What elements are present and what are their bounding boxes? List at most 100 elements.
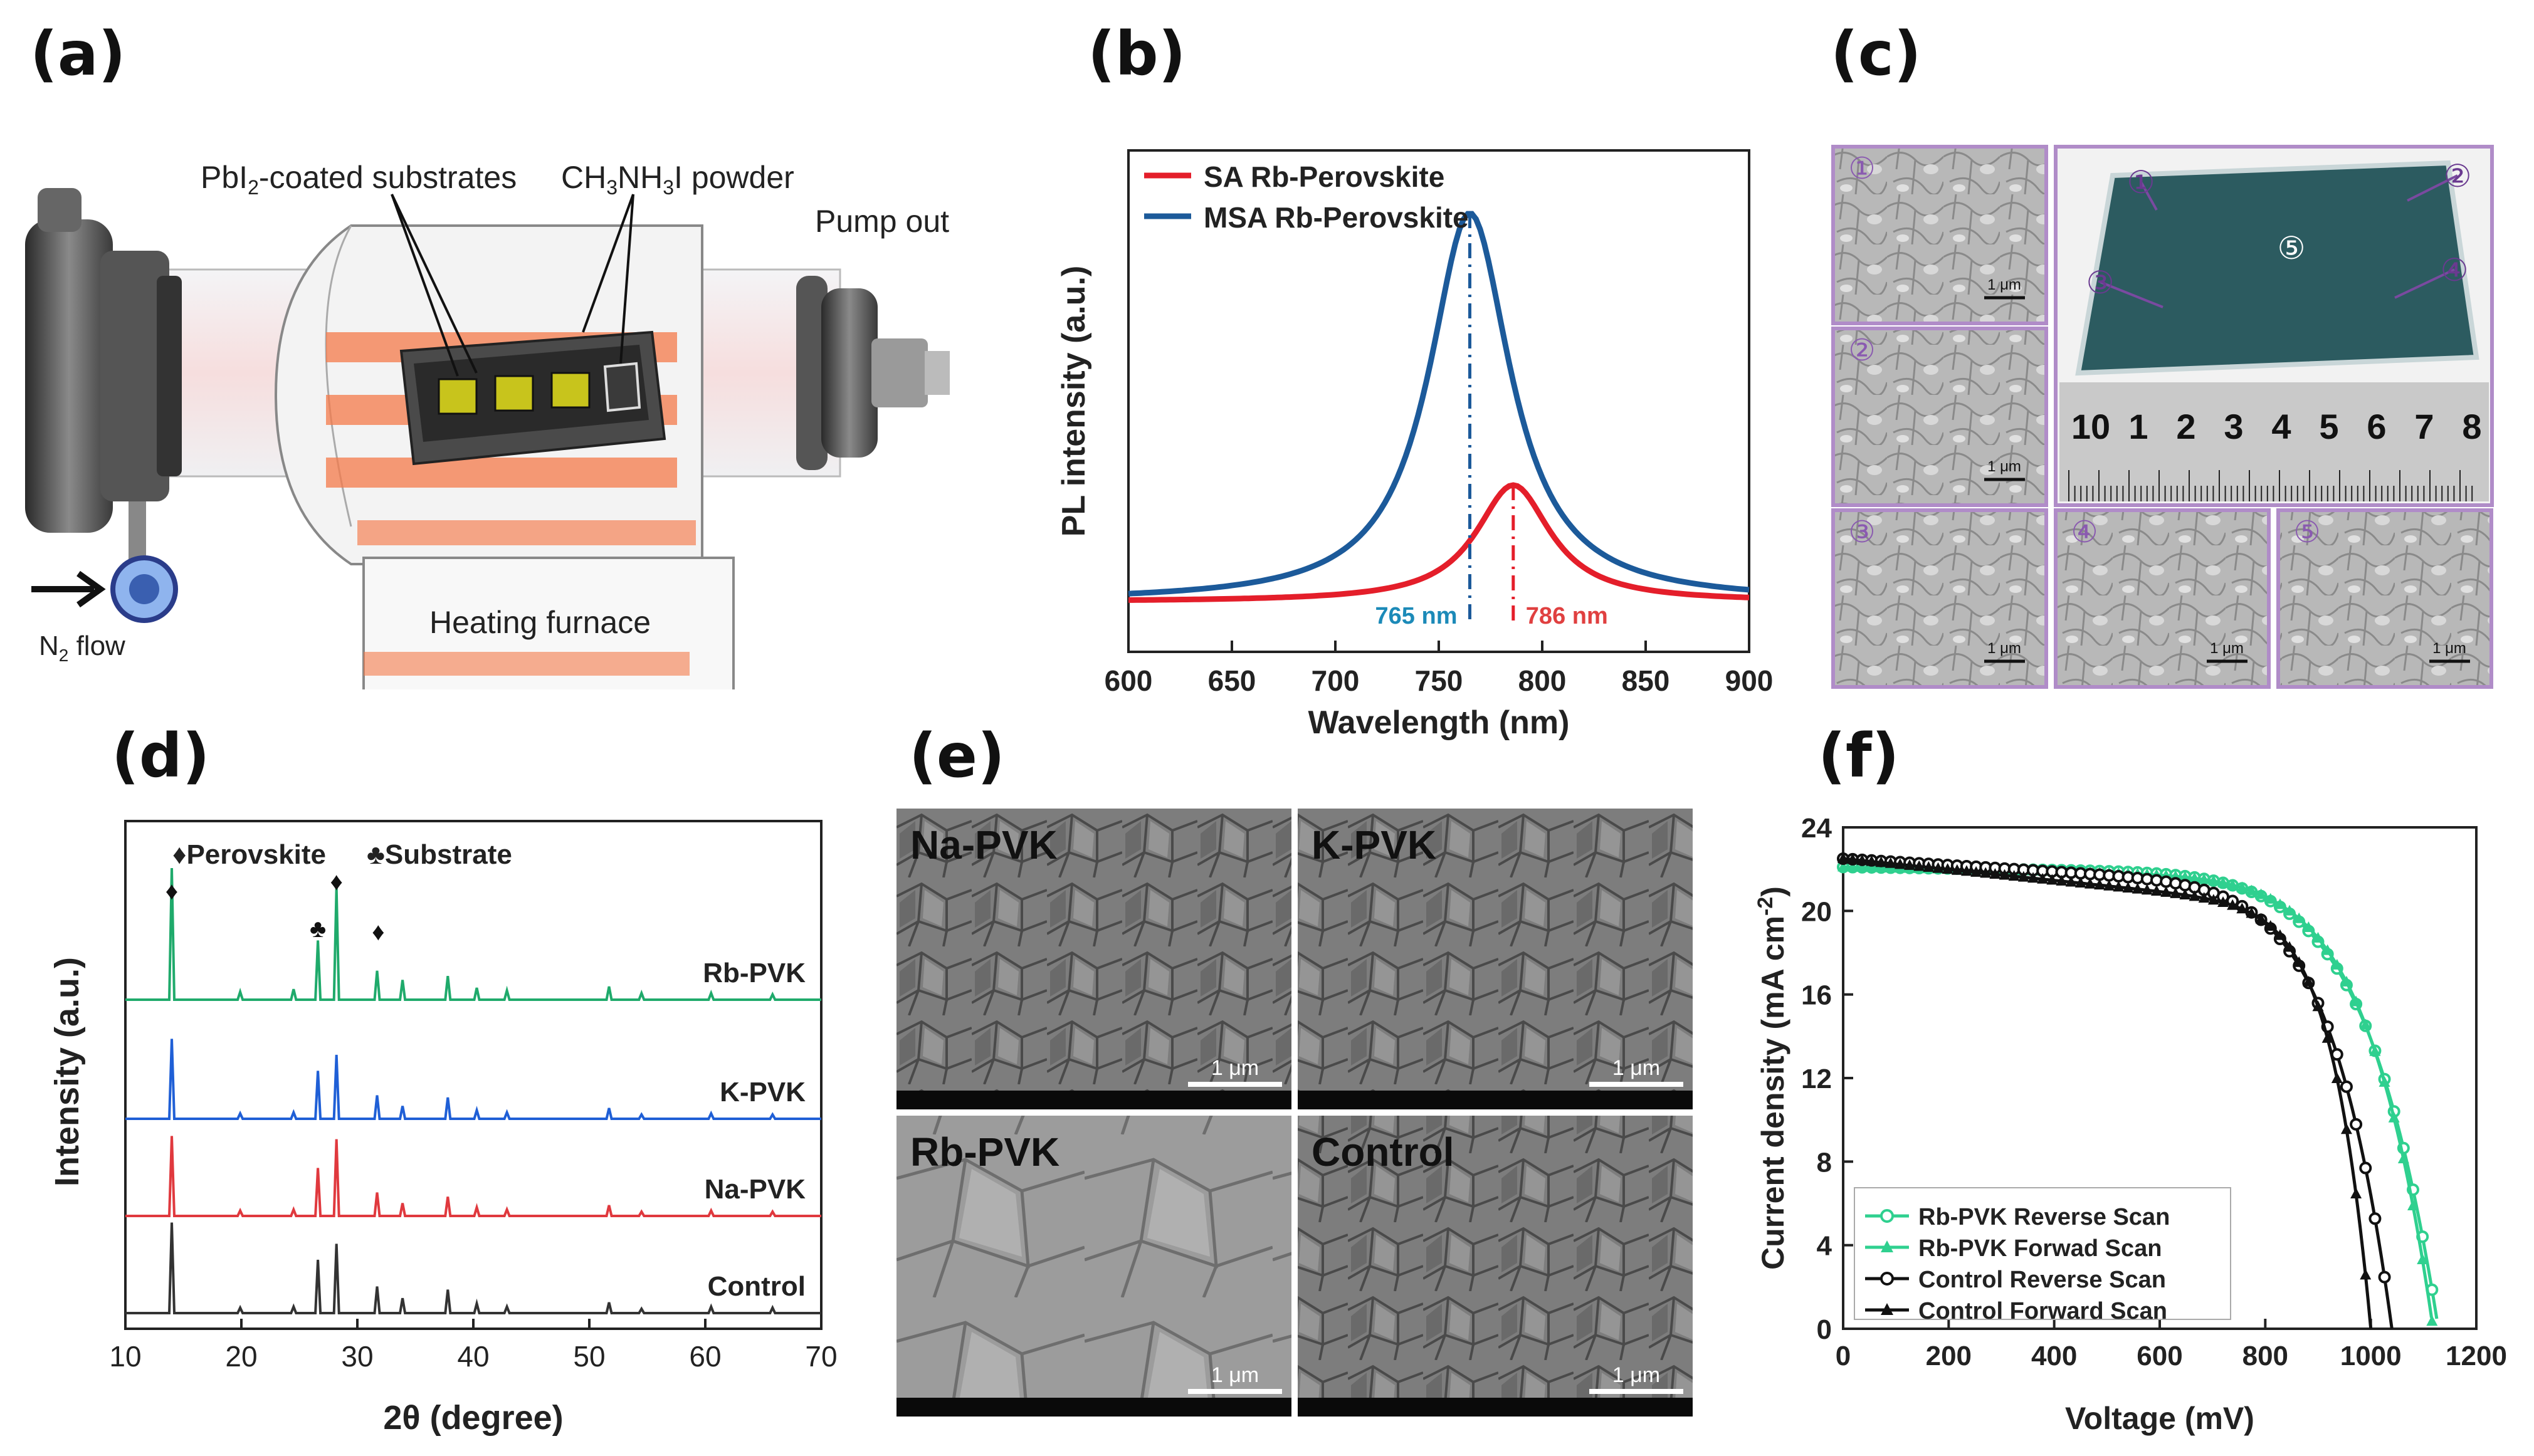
scale-label: 1 μm bbox=[1987, 276, 2021, 293]
jv-point bbox=[2084, 877, 2096, 889]
jv-point bbox=[1866, 855, 1878, 866]
jv-point bbox=[2179, 871, 2191, 882]
jv-point bbox=[2293, 912, 2305, 923]
jv-point bbox=[2255, 888, 2267, 899]
label-powder: CH3NH3I powder bbox=[561, 160, 794, 199]
sem-tile-5: ⑤ 1 μm bbox=[2276, 508, 2493, 689]
jv-point bbox=[2303, 975, 2315, 987]
jv-point bbox=[2360, 1019, 2372, 1030]
jv-point bbox=[2150, 885, 2162, 896]
jv-point bbox=[2264, 919, 2276, 931]
panel-c-sem-mosaic: ① 1 μm ② 1 μm ③ 1 μm ④ 1 μm ⑤ 1 μm 10 1 2 3 4 5 6 7 8 ① ② ③ ④ ⑤ bbox=[1831, 145, 2494, 689]
chart-f-ytick-label: 20 bbox=[1801, 896, 1832, 927]
jv-point bbox=[2340, 975, 2352, 987]
jv-point bbox=[2340, 1123, 2352, 1134]
chart-b-xtick-label: 900 bbox=[1725, 664, 1774, 697]
jv-point bbox=[2074, 877, 2086, 888]
legend-label-msa: MSA Rb-Perovskite bbox=[1204, 201, 1469, 234]
jv-point bbox=[2417, 1253, 2429, 1264]
xrd-legend-substrate: ♣Substrate bbox=[367, 839, 512, 870]
jv-point bbox=[2340, 1080, 2353, 1093]
panel-label-f: (f) bbox=[1818, 721, 1900, 791]
ruler-tick-label: 6 bbox=[2367, 407, 2386, 446]
photo-marker: ④ bbox=[2441, 253, 2469, 288]
substrate-boat bbox=[399, 330, 666, 466]
series-msa-rb-perovskite bbox=[1128, 211, 1750, 597]
legend-label-control-reverse-scan: Control Reverse Scan bbox=[1918, 1267, 2166, 1293]
jv-point bbox=[2141, 884, 2153, 895]
xrd-label-control: Control bbox=[708, 1271, 806, 1302]
sem-tile-4: ④ 1 μm bbox=[2054, 508, 2271, 689]
sem-image-label: Control bbox=[1312, 1129, 1454, 1175]
jv-point bbox=[2312, 931, 2324, 943]
jv-legend-box bbox=[1854, 1187, 2231, 1320]
xrd-peak-marker: ♣ bbox=[310, 915, 326, 943]
ruler bbox=[2059, 382, 2489, 501]
chart-d-xtick-label: 50 bbox=[573, 1340, 605, 1373]
sem-tile-marker: ① bbox=[1848, 152, 1875, 186]
sem-tile-marker: ③ bbox=[1848, 516, 1875, 549]
xrd-peak-marker: ♦ bbox=[372, 918, 384, 946]
jv-series-control-forward-scan bbox=[1837, 852, 2373, 1329]
jv-point bbox=[1894, 858, 1906, 869]
chart-f-xtick-label: 600 bbox=[2137, 1341, 2182, 1371]
sem-tile-2: ② 1 μm bbox=[1831, 327, 2048, 507]
jv-point bbox=[2426, 1315, 2438, 1326]
chart-d-xrd: 10 20 30 40 50 60 70 Rb-PVKK-PVKNa-PVKControl … bbox=[48, 820, 838, 1437]
jv-point bbox=[1980, 867, 1992, 878]
jv-point bbox=[2379, 1076, 2390, 1087]
jv-point bbox=[2388, 1111, 2400, 1123]
chart-f-xtick-label: 800 bbox=[2242, 1341, 2288, 1371]
sem-tile-marker: ② bbox=[1848, 334, 1875, 367]
jv-point bbox=[1904, 859, 1916, 870]
jv-point bbox=[2027, 872, 2039, 883]
panel-a-furnace-schematic: PbI2-coated substrates CH3NH3I powder Pu… bbox=[25, 160, 950, 689]
jv-point bbox=[2198, 892, 2210, 903]
chart-b-xtick-label: 700 bbox=[1312, 664, 1360, 697]
xrd-legend-perovskite: ♦Perovskite bbox=[172, 839, 326, 870]
jv-point bbox=[2255, 913, 2267, 924]
scale-label: 1 μm bbox=[1612, 1056, 1660, 1080]
legend-label-rb-pvk-forwad-scan: Rb-PVK Forwad Scan bbox=[1918, 1235, 2162, 1262]
jv-point bbox=[2236, 881, 2248, 893]
jv-point bbox=[2331, 958, 2343, 970]
jv-point bbox=[2284, 904, 2296, 916]
film-photo: 10 1 2 3 4 5 6 7 8 ① ② ③ ④ ⑤ bbox=[2054, 145, 2494, 507]
jv-point bbox=[2236, 903, 2248, 914]
jv-point bbox=[1951, 864, 1963, 875]
scale-label: 1 μm bbox=[1211, 1363, 1259, 1387]
photo-marker: ⑤ bbox=[2278, 231, 2306, 266]
jv-point bbox=[1923, 861, 1935, 872]
jv-point bbox=[2350, 1188, 2362, 1199]
jv-point bbox=[1856, 854, 1868, 866]
ruler-tick-label: 7 bbox=[2414, 407, 2434, 446]
chart-d-frame bbox=[124, 820, 823, 1330]
jv-point bbox=[2284, 941, 2296, 952]
panel-label-e: (e) bbox=[909, 721, 1005, 791]
jv-point bbox=[2246, 884, 2258, 896]
perovskite-film bbox=[2075, 160, 2479, 376]
panel-label-d: (d) bbox=[112, 721, 210, 791]
chart-d-ylabel: Intensity (a.u.) bbox=[48, 957, 86, 1186]
jv-point bbox=[2274, 898, 2286, 909]
jv-point bbox=[2359, 1161, 2372, 1175]
chart-f-jv-curves: 0 200 400 600 800 1000 1200 0 4 8 12 16 20 24 Rb-PVK … bbox=[1753, 813, 2507, 1436]
jv-point bbox=[2170, 887, 2182, 898]
jv-point bbox=[2264, 893, 2276, 904]
label-heating-furnace: Heating furnace bbox=[429, 605, 651, 640]
chart-d-xtick-label: 60 bbox=[689, 1340, 721, 1373]
chart-b-ylabel: PL intensity (a.u.) bbox=[1056, 266, 1092, 537]
ruler-tick-label: 3 bbox=[2224, 407, 2243, 446]
jv-point bbox=[2189, 890, 2200, 901]
jv-point bbox=[1885, 857, 1896, 868]
jv-point bbox=[1960, 865, 1972, 876]
jv-point bbox=[2246, 907, 2258, 918]
jv-point bbox=[2207, 894, 2219, 905]
jv-point bbox=[2017, 871, 2029, 882]
chart-d-xtick-label: 20 bbox=[225, 1340, 257, 1373]
jv-point bbox=[2368, 1212, 2382, 1225]
jv-point bbox=[2056, 874, 2068, 886]
panel-label-c: (c) bbox=[1831, 19, 1922, 89]
chart-f-ytick-label: 4 bbox=[1817, 1231, 1832, 1262]
jv-point bbox=[1932, 862, 1944, 873]
